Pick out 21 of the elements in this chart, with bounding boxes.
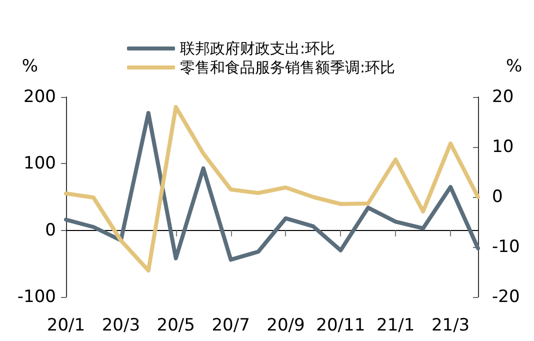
y2-axis-title: % — [506, 56, 522, 76]
legend-label: 零售和食品服务销售额季调:环比 — [180, 58, 396, 76]
x-tick-label: 20/9 — [266, 316, 305, 336]
x-tick-label: 20/5 — [156, 316, 195, 336]
y2-tick-label: 20 — [492, 87, 514, 107]
y-tick-label: 100 — [24, 154, 56, 174]
y2-tick-label: 10 — [492, 137, 514, 157]
x-tick-label: 20/7 — [212, 316, 250, 336]
x-tick-label: 21/1 — [376, 316, 415, 336]
legend-label: 联邦政府财政支出:环比 — [180, 40, 336, 58]
x-tick-label: 20/3 — [102, 316, 140, 336]
y-tick-label: -100 — [17, 287, 56, 307]
x-tick-label: 20/1 — [46, 316, 86, 336]
y2-tick-label: -10 — [492, 237, 520, 257]
x-tick-label: 21/3 — [431, 316, 470, 336]
y2-tick-label: 0 — [492, 187, 503, 207]
x-tick-label: 20/11 — [316, 316, 366, 336]
y-tick-label: 200 — [24, 87, 56, 107]
y-axis-title: % — [22, 56, 38, 76]
y2-tick-label: -20 — [492, 287, 520, 307]
y-tick-label: 0 — [45, 220, 56, 240]
